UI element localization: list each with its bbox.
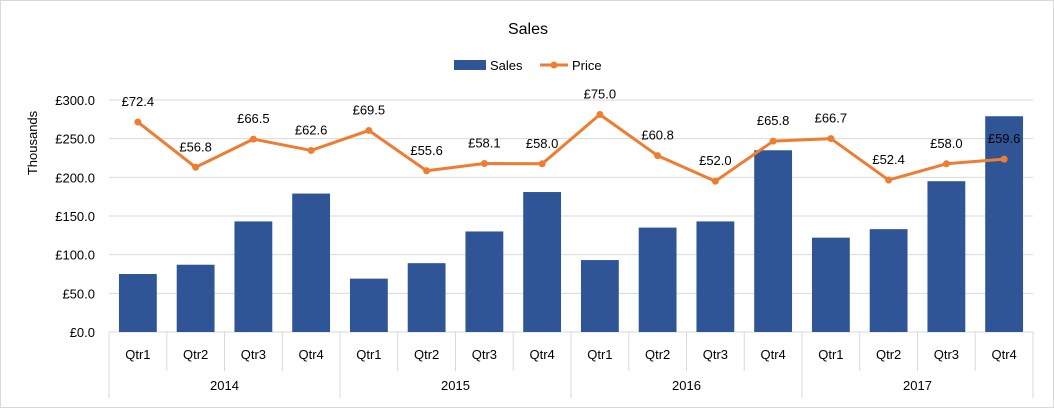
price-data-label: £66.5 (237, 111, 270, 126)
price-data-label: £69.5 (353, 102, 386, 117)
x-tick-label: Qtr1 (818, 347, 843, 362)
legend-sales-swatch (454, 60, 486, 70)
x-tick-label: Qtr2 (414, 347, 439, 362)
x-tick-label: Qtr4 (991, 347, 1016, 362)
price-line: £72.4 £56.8 £66.5 £62.6 £69.5 £55.6 £58.1 £58.0… (122, 87, 1021, 185)
y-axis-label: Thousands (25, 110, 40, 175)
price-point (942, 160, 950, 168)
x-tick-label: Qtr4 (529, 347, 554, 362)
price-data-label: £58.0 (930, 136, 963, 151)
x-tick-label: Qtr3 (241, 347, 266, 362)
x-tick-label: Qtr1 (125, 347, 150, 362)
sales-bar (638, 227, 677, 332)
legend-price-marker (550, 61, 558, 69)
price-data-label: £52.0 (699, 153, 732, 168)
x-group-label: 2017 (903, 378, 932, 393)
y-tick-label: £150.0 (55, 209, 95, 224)
y-tick-label: £250.0 (55, 132, 95, 147)
y-tick-label: £100.0 (55, 248, 95, 263)
sales-bar (754, 150, 793, 332)
price-point (480, 160, 488, 168)
sales-bar (407, 263, 446, 332)
x-tick-label: Qtr2 (645, 347, 670, 362)
price-point (423, 167, 431, 175)
price-data-label: £56.8 (179, 139, 212, 154)
x-axis (108, 331, 1034, 398)
price-series-line (136, 113, 1005, 183)
x-tick-label: Qtr4 (298, 347, 323, 362)
y-axis-ticks: £0.0 £50.0 £100.0 £150.0 £200.0 £250.0 £300.0 (55, 93, 95, 340)
sales-bar (292, 193, 331, 332)
x-tick-label: Qtr4 (760, 347, 785, 362)
price-point (307, 146, 315, 154)
sales-bar (927, 181, 966, 332)
price-data-label: £62.6 (295, 122, 328, 137)
y-tick-label: £50.0 (62, 286, 95, 301)
price-point (827, 135, 835, 143)
price-data-label: £66.7 (815, 111, 848, 126)
price-point (769, 137, 777, 145)
price-point (365, 126, 373, 134)
x-tick-label: Qtr3 (934, 347, 959, 362)
sales-bar (234, 221, 273, 332)
price-point (596, 111, 604, 118)
y-tick-label: £300.0 (55, 93, 95, 108)
price-data-label: £59.6 (988, 131, 1021, 146)
price-data-label: £75.0 (584, 87, 617, 102)
sales-bar (523, 192, 562, 332)
y-tick-label: £200.0 (55, 170, 95, 185)
sales-bar (985, 116, 1024, 333)
price-data-label: £52.4 (872, 152, 905, 167)
x-tick-label: Qtr1 (356, 347, 381, 362)
legend-price-label: Price (572, 58, 602, 73)
legend-sales-label: Sales (490, 58, 523, 73)
price-point (711, 177, 719, 185)
x-tick-label: Qtr3 (472, 347, 497, 362)
sales-bar (580, 260, 619, 332)
x-tick-label: Qtr1 (587, 347, 612, 362)
price-data-label: £58.1 (468, 136, 501, 151)
x-tick-label: Qtr3 (703, 347, 728, 362)
price-point (654, 152, 662, 160)
x-group-label: 2014 (210, 378, 239, 393)
price-point (538, 160, 546, 168)
price-data-label: £65.8 (757, 113, 790, 128)
sales-bar (118, 274, 157, 332)
x-group-label: 2016 (672, 378, 701, 393)
sales-bar (465, 231, 504, 332)
x-tick-label: Qtr2 (183, 347, 208, 362)
price-data-label: £55.6 (410, 143, 443, 158)
x-group-label: 2015 (441, 378, 470, 393)
price-data-label: £58.0 (526, 136, 559, 151)
price-data-label: £60.8 (641, 128, 674, 143)
price-point (249, 135, 257, 143)
sales-bar (869, 229, 908, 332)
y-tick-label: £0.0 (70, 325, 95, 340)
x-axis-labels: Qtr1 Qtr2 Qtr3 Qtr4 Qtr1 Qtr2 Qtr3 Qtr4 Qtr1 Qtr2… (125, 347, 1017, 393)
sales-bar (696, 221, 735, 332)
chart-title: Sales (508, 21, 548, 38)
price-point (134, 118, 142, 126)
legend: Sales Price (454, 58, 602, 73)
price-data-label: £72.4 (122, 94, 155, 109)
sales-bar (811, 237, 850, 332)
sales-bar (349, 278, 388, 332)
price-point (192, 163, 200, 171)
price-point (885, 176, 893, 184)
sales-bar (176, 264, 215, 332)
sales-bars (118, 116, 1024, 333)
price-point (1000, 155, 1008, 163)
x-tick-label: Qtr2 (876, 347, 901, 362)
